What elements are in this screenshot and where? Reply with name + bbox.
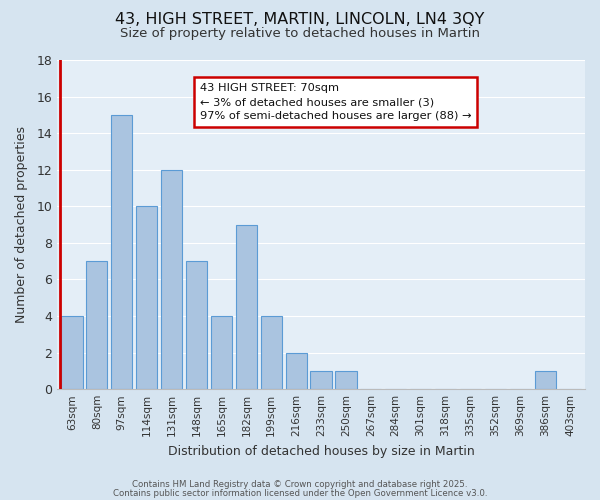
Bar: [61, 316, 83, 389]
Bar: [310, 371, 332, 389]
Bar: [161, 170, 182, 389]
Y-axis label: Number of detached properties: Number of detached properties: [15, 126, 28, 323]
Text: Contains public sector information licensed under the Open Government Licence v3: Contains public sector information licen…: [113, 488, 487, 498]
Bar: [335, 371, 356, 389]
Text: 43 HIGH STREET: 70sqm
← 3% of detached houses are smaller (3)
97% of semi-detach: 43 HIGH STREET: 70sqm ← 3% of detached h…: [200, 83, 471, 121]
Text: Size of property relative to detached houses in Martin: Size of property relative to detached ho…: [120, 28, 480, 40]
Bar: [86, 261, 107, 389]
Bar: [260, 316, 282, 389]
Text: Contains HM Land Registry data © Crown copyright and database right 2025.: Contains HM Land Registry data © Crown c…: [132, 480, 468, 489]
Bar: [236, 224, 257, 389]
Bar: [211, 316, 232, 389]
Bar: [535, 371, 556, 389]
Bar: [136, 206, 157, 389]
X-axis label: Distribution of detached houses by size in Martin: Distribution of detached houses by size …: [167, 444, 475, 458]
Bar: [286, 352, 307, 389]
Bar: [186, 261, 207, 389]
Text: 43, HIGH STREET, MARTIN, LINCOLN, LN4 3QY: 43, HIGH STREET, MARTIN, LINCOLN, LN4 3Q…: [115, 12, 485, 28]
Bar: [111, 115, 133, 389]
